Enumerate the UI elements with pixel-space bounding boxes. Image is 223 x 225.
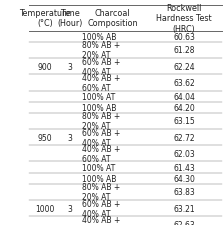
Text: 62.24: 62.24 bbox=[173, 62, 195, 71]
Text: 62.63: 62.63 bbox=[173, 220, 195, 225]
Text: 100% AB: 100% AB bbox=[82, 33, 116, 41]
Text: 63.15: 63.15 bbox=[173, 117, 195, 126]
Text: 61.28: 61.28 bbox=[173, 46, 195, 55]
Text: 80% AB +
20% AT: 80% AB + 20% AT bbox=[82, 112, 120, 131]
Text: 80% AB +
20% AT: 80% AB + 20% AT bbox=[82, 182, 120, 201]
Text: 60% AB +
40% AT: 60% AB + 40% AT bbox=[82, 199, 120, 218]
Text: Time
(Hour): Time (Hour) bbox=[58, 9, 83, 28]
Text: 3: 3 bbox=[68, 62, 73, 71]
Text: 1000: 1000 bbox=[35, 204, 55, 213]
Text: Temperature
(°C): Temperature (°C) bbox=[20, 9, 71, 28]
Text: 80% AB +
20% AT: 80% AB + 20% AT bbox=[82, 41, 120, 60]
Text: Rockwell
Hardness Test
(HRC): Rockwell Hardness Test (HRC) bbox=[156, 4, 212, 33]
Text: 40% AB +
60% AT: 40% AB + 60% AT bbox=[82, 144, 120, 163]
Text: 100% AT: 100% AT bbox=[82, 92, 115, 101]
Text: 61.43: 61.43 bbox=[173, 163, 195, 172]
Text: 64.04: 64.04 bbox=[173, 92, 195, 101]
Text: 40% AB +
60% AT: 40% AB + 60% AT bbox=[82, 74, 120, 92]
Text: 64.30: 64.30 bbox=[173, 174, 195, 183]
Text: 950: 950 bbox=[38, 133, 52, 142]
Text: 100% AB: 100% AB bbox=[82, 103, 116, 112]
Text: 62.72: 62.72 bbox=[173, 133, 195, 142]
Text: 3: 3 bbox=[68, 204, 73, 213]
Text: 900: 900 bbox=[38, 62, 52, 71]
Text: 63.83: 63.83 bbox=[173, 187, 195, 196]
Text: Charcoal
Composition: Charcoal Composition bbox=[87, 9, 138, 28]
Text: 60% AB +
40% AT: 60% AB + 40% AT bbox=[82, 128, 120, 147]
Text: 3: 3 bbox=[68, 133, 73, 142]
Text: 60.63: 60.63 bbox=[173, 33, 195, 41]
Text: 60% AB +
40% AT: 60% AB + 40% AT bbox=[82, 57, 120, 76]
Text: 64.20: 64.20 bbox=[173, 103, 195, 112]
Text: 100% AT: 100% AT bbox=[82, 163, 115, 172]
Text: 62.03: 62.03 bbox=[173, 149, 195, 158]
Text: 63.21: 63.21 bbox=[173, 204, 195, 213]
Text: 63.62: 63.62 bbox=[173, 79, 195, 88]
Text: 40% AB +
60% AT: 40% AB + 60% AT bbox=[82, 215, 120, 225]
Text: 100% AB: 100% AB bbox=[82, 174, 116, 183]
